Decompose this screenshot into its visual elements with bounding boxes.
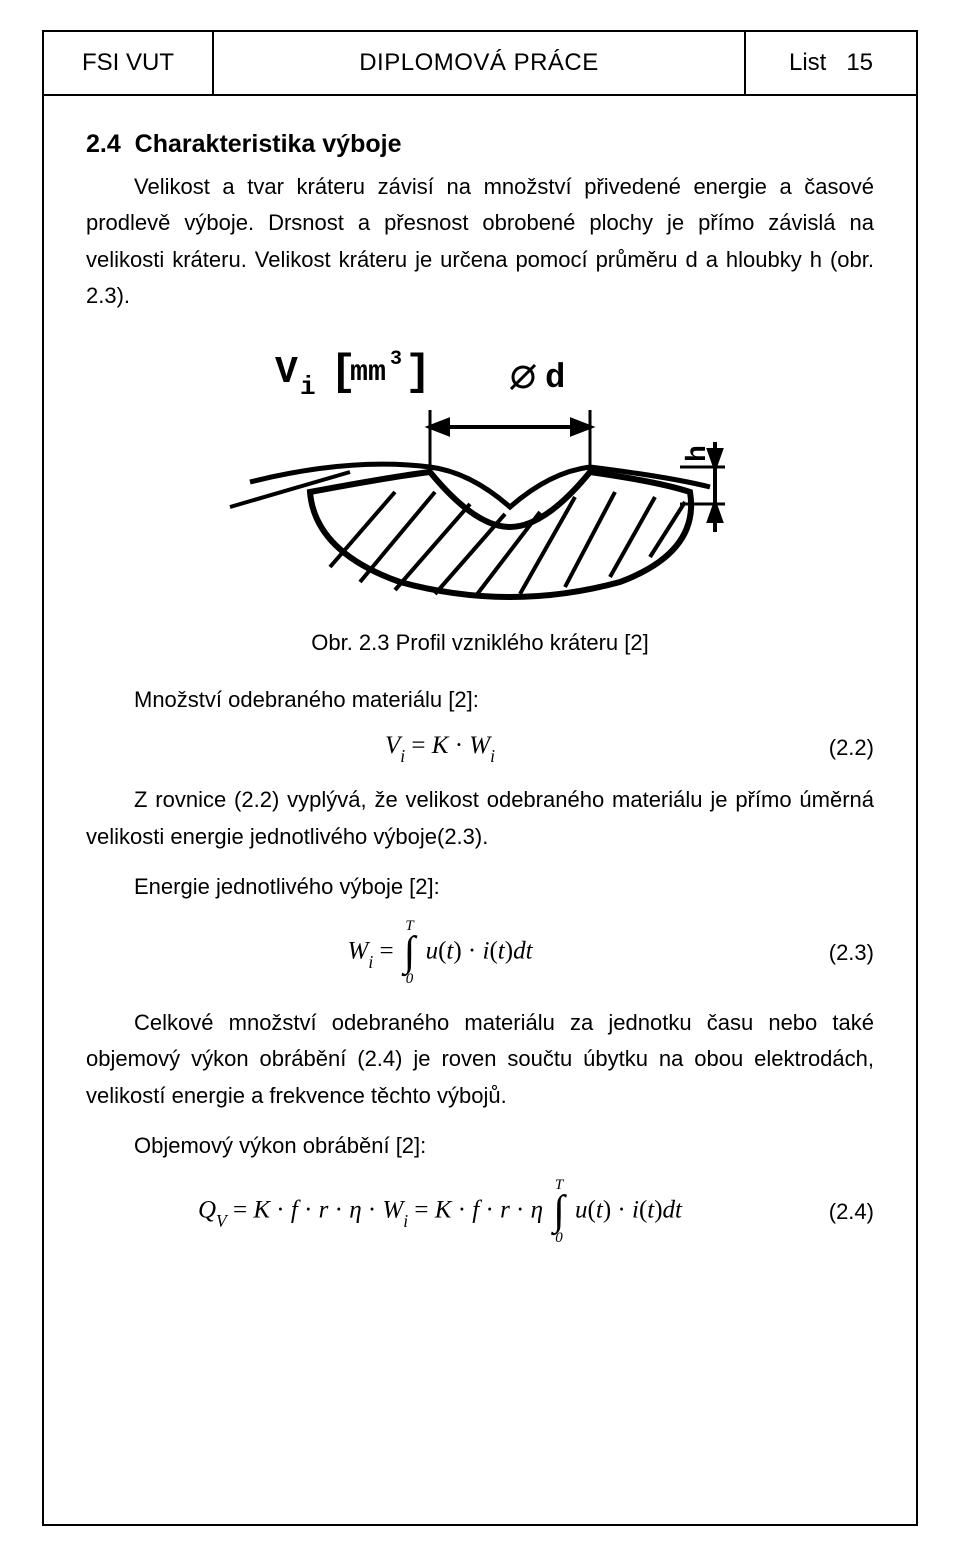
equation-2-2-num: (2.2) [794, 735, 874, 761]
paragraph-5: Celkové množství odebraného materiálu za… [86, 1005, 874, 1114]
outer-frame: FSI VUT DIPLOMOVÁ PRÁCE List 15 2.4 Char… [42, 30, 918, 1526]
figure-bracket-r: ] [405, 348, 431, 398]
header-right: List 15 [746, 32, 916, 94]
header-row: FSI VUT DIPLOMOVÁ PRÁCE List 15 [44, 32, 916, 96]
equation-2-2: Vi = K · Wi (2.2) [86, 732, 874, 764]
equation-2-3-num: (2.3) [794, 940, 874, 966]
paragraph-2: Množství odebraného materiálu [2]: [86, 682, 874, 718]
paragraph-6: Objemový výkon obrábění [2]: [86, 1128, 874, 1164]
figure-unit-mm: mm [350, 356, 386, 390]
paragraph-1: Velikost a tvar kráteru závisí na množst… [86, 169, 874, 314]
body: 2.4 Charakteristika výboje Velikost a tv… [44, 96, 916, 1524]
paragraph-3: Z rovnice (2.2) vyplývá, že velikost ode… [86, 782, 874, 855]
height-label: h [683, 445, 714, 462]
section-number: 2.4 [86, 130, 121, 158]
figure-crater-profile: V i [ mm 3 ] d [86, 332, 874, 602]
equation-2-4-num: (2.4) [794, 1199, 874, 1225]
equation-2-2-body: Vi = K · Wi [86, 732, 794, 764]
equation-2-3: Wi = T ∫ 0 u(t) · i(t)dt (2.3) [86, 919, 874, 987]
diameter-dimension [430, 410, 590, 467]
equation-2-4: QV = K · f · r · η · Wi = K · f · r · η … [86, 1178, 874, 1246]
page: FSI VUT DIPLOMOVÁ PRÁCE List 15 2.4 Char… [0, 0, 960, 1566]
svg-text:d: d [545, 360, 565, 398]
diameter-label: d [511, 360, 565, 398]
equation-2-4-body: QV = K · f · r · η · Wi = K · f · r · η … [86, 1178, 794, 1246]
header-left: FSI VUT [44, 32, 214, 94]
header-center: DIPLOMOVÁ PRÁCE [214, 32, 746, 94]
figure-caption: Obr. 2.3 Profil vzniklého kráteru [2] [86, 630, 874, 656]
section-heading: 2.4 Charakteristika výboje [86, 130, 874, 159]
section-title: Charakteristika výboje [135, 130, 402, 158]
figure-label-V-sub: i [300, 372, 316, 402]
equation-2-3-body: Wi = T ∫ 0 u(t) · i(t)dt [86, 919, 794, 987]
figure-label-V: V [275, 351, 298, 394]
crater-svg: V i [ mm 3 ] d [220, 332, 740, 602]
paragraph-4: Energie jednotlivého výboje [2]: [86, 869, 874, 905]
surface-line [250, 464, 710, 507]
figure-unit-exp: 3 [390, 348, 402, 371]
